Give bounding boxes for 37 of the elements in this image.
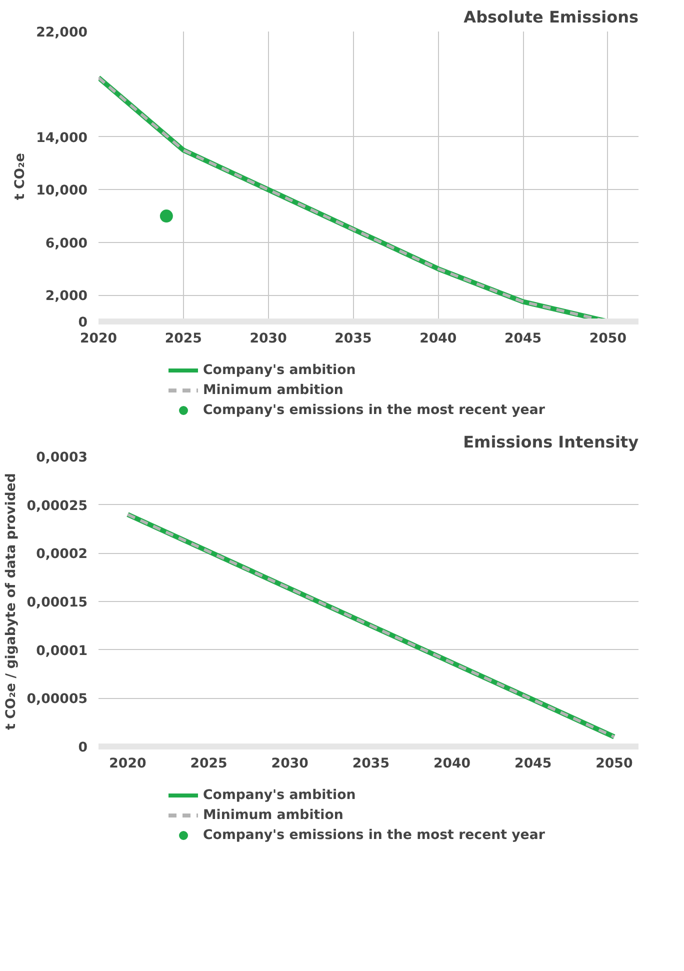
y-tick-label: 0,00025 <box>26 498 88 514</box>
x-tick-label: 2045 <box>504 332 542 346</box>
x-tick-label: 2050 <box>589 332 626 346</box>
legend-label: Company's ambition <box>203 786 356 804</box>
x-tick-label: 2035 <box>334 332 372 346</box>
x-tick-label: 2030 <box>250 332 287 346</box>
y-tick-label: 0 <box>78 316 88 330</box>
x-tick-label: 2045 <box>514 756 552 772</box>
y-tick-label: 0,00015 <box>26 596 88 610</box>
y-tick-label: 6,000 <box>45 236 88 252</box>
x-tick-label: 2025 <box>190 756 228 772</box>
chart-title: Absolute Emissions <box>464 8 639 26</box>
legend-label: Company's emissions in the most recent year <box>203 826 545 844</box>
x-tick-label: 2035 <box>352 756 390 772</box>
x-tick-label: 2030 <box>271 756 308 772</box>
chart-title: Emissions Intensity <box>463 432 640 452</box>
y-tick-label: 0 <box>78 740 88 756</box>
y-tick-label: 0,0003 <box>36 450 88 466</box>
y-axis-title: t CO₂e / gigabyte of data provided <box>4 473 19 730</box>
y-tick-label: 22,000 <box>36 26 88 40</box>
y-axis-title: t CO₂e <box>13 153 28 200</box>
x-tick-label: 2020 <box>80 332 118 346</box>
legend-label: Company's ambition <box>203 362 356 380</box>
x-tick-label: 2020 <box>109 756 146 772</box>
y-tick-label: 10,000 <box>36 184 88 199</box>
y-tick-label: 2,000 <box>45 289 88 304</box>
legend-label: Minimum ambition <box>203 382 344 400</box>
x-tick-label: 2025 <box>164 332 202 346</box>
x-tick-label: 2040 <box>420 332 457 346</box>
y-tick-label: 0,00005 <box>26 692 88 708</box>
y-tick-label: 0,0001 <box>36 644 88 659</box>
legend-label: Company's emissions in the most recent year <box>203 402 545 420</box>
x-tick-label: 2040 <box>433 756 471 772</box>
legend-label: Minimum ambition <box>203 806 344 824</box>
y-tick-label: 14,000 <box>36 130 88 146</box>
x-tick-label: 2050 <box>596 756 633 772</box>
y-tick-label: 0,0002 <box>36 547 88 562</box>
